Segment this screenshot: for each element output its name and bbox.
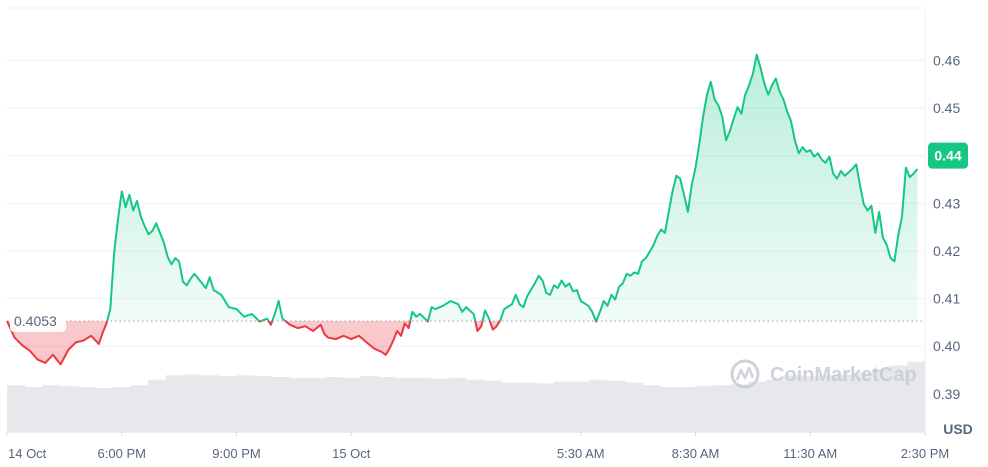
- price-area: [7, 54, 918, 365]
- volume-bar: [907, 361, 926, 432]
- y-axis: 0.46 0.45 0.44 0.43 0.42 0.41 0.40 0.39: [933, 52, 960, 401]
- volume-bar: [571, 381, 591, 432]
- volume-bar: [872, 369, 891, 432]
- volume-bars: [7, 361, 926, 432]
- volume-bar: [713, 385, 732, 432]
- x-tick-label: 8:30 AM: [672, 446, 720, 461]
- volume-bar: [854, 372, 873, 432]
- reference-label: 0.4053: [10, 310, 66, 332]
- volume-bar: [165, 375, 185, 432]
- volume-bar: [660, 387, 679, 432]
- volume-bar: [289, 378, 308, 432]
- volume-bar: [748, 381, 767, 432]
- current-price-badge: 0.44: [928, 142, 968, 169]
- x-tick-label: 5:30 AM: [557, 446, 605, 461]
- volume-bar: [642, 385, 661, 432]
- volume-bar: [730, 384, 749, 432]
- volume-bar: [677, 387, 696, 432]
- volume-bar: [42, 385, 61, 432]
- y-tick-label: 0.40: [933, 338, 960, 354]
- volume-bar: [77, 387, 96, 432]
- volume-bar: [589, 379, 608, 432]
- x-tick-label: 14 Oct: [8, 446, 47, 461]
- volume-bar: [324, 377, 343, 432]
- volume-bar: [395, 378, 414, 432]
- x-tick-label: 2:30 PM: [901, 446, 949, 461]
- volume-bar: [819, 375, 838, 432]
- volume-bar: [201, 375, 220, 432]
- reference-value: 0.4053: [14, 313, 57, 329]
- volume-bar: [889, 365, 908, 432]
- volume-bar: [801, 376, 820, 432]
- unit-label: USD: [943, 421, 973, 437]
- volume-bar: [413, 378, 432, 432]
- volume-bar: [448, 378, 467, 432]
- volume-bar: [148, 379, 167, 432]
- current-price-value: 0.44: [934, 148, 961, 164]
- volume-bar: [254, 376, 273, 432]
- volume-bar: [836, 374, 855, 432]
- volume-bar: [695, 386, 714, 432]
- volume-bar: [130, 385, 149, 432]
- y-tick-label: 0.45: [933, 100, 960, 116]
- coinmarketcap-logo-icon: [730, 359, 760, 389]
- x-tick-label: 9:00 PM: [212, 446, 260, 461]
- volume-bar: [624, 382, 644, 432]
- x-tick-label: 6:00 PM: [98, 446, 146, 461]
- price-line: [6, 53, 919, 366]
- volume-bar: [24, 387, 43, 432]
- volume-bar: [518, 382, 538, 432]
- y-tick-label: 0.43: [933, 195, 960, 211]
- volume-bar: [430, 378, 449, 432]
- y-tick-label: 0.41: [933, 291, 960, 307]
- volume-bar: [271, 377, 290, 432]
- volume-bar: [342, 378, 361, 432]
- volume-bar: [236, 375, 255, 432]
- volume-bar: [607, 380, 626, 432]
- area-below-reference: [7, 320, 918, 365]
- volume-bar: [501, 382, 520, 432]
- volume-bar: [377, 377, 396, 432]
- volume-bar: [360, 376, 379, 432]
- x-tick-label: 11:30 AM: [783, 446, 837, 461]
- x-axis: 14 Oct 6:00 PM 9:00 PM 15 Oct 5:30 AM 8:30 AM…: [6, 432, 949, 461]
- volume-bar: [59, 386, 79, 432]
- volume-bar: [7, 385, 26, 432]
- volume-bar: [483, 380, 502, 432]
- watermark-text: CoinMarketCap: [770, 364, 917, 386]
- volume-bar: [183, 374, 202, 432]
- y-tick-label: 0.39: [933, 386, 960, 402]
- volume-bar: [307, 378, 326, 432]
- watermark: CoinMarketCap: [730, 359, 917, 389]
- volume-bar: [766, 379, 785, 432]
- volume-bar: [783, 375, 802, 432]
- area-above-reference: [107, 54, 918, 321]
- volume-bar: [536, 383, 555, 432]
- volume-bar: [554, 381, 573, 432]
- volume-bar: [218, 376, 237, 432]
- volume-bar: [466, 379, 485, 432]
- y-tick-label: 0.42: [933, 243, 960, 259]
- y-tick-label: 0.46: [933, 52, 960, 68]
- volume-bar: [95, 387, 114, 432]
- price-line-above: [7, 53, 919, 321]
- x-tick-label: 15 Oct: [332, 446, 371, 461]
- volume-bar: [112, 387, 132, 432]
